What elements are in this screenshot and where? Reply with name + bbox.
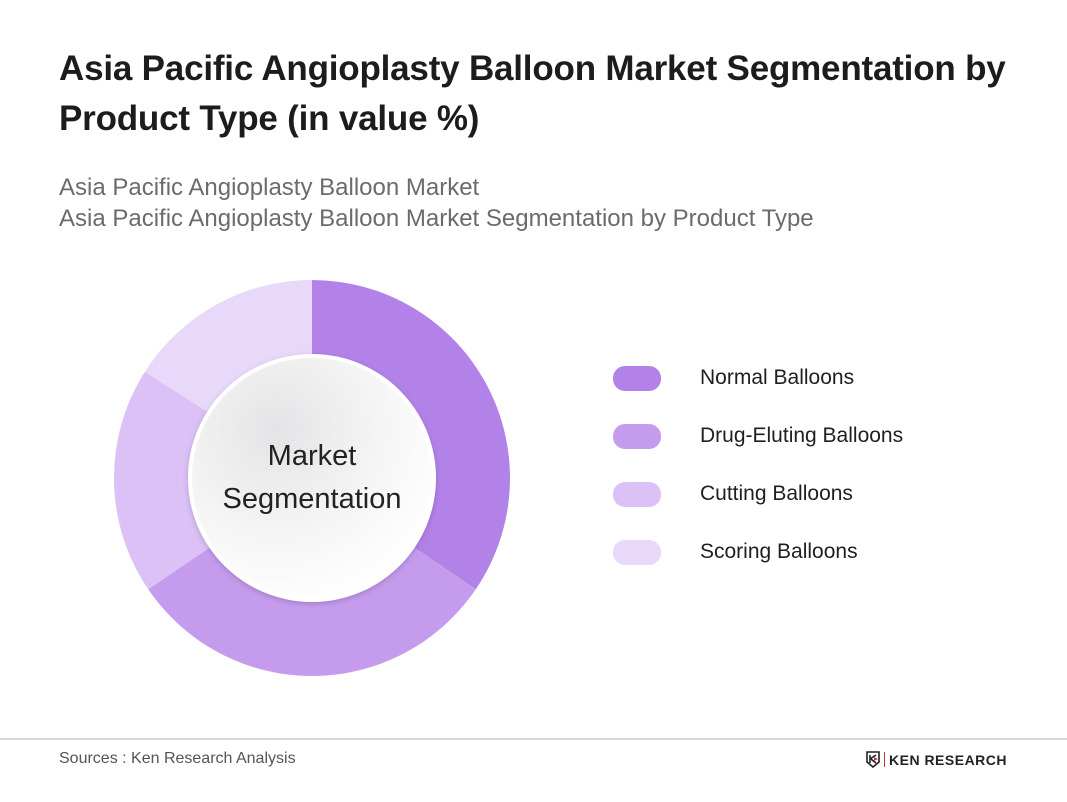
legend-swatch — [613, 423, 661, 449]
legend-swatch — [613, 365, 661, 391]
legend-item-scoring-balloons[interactable]: Scoring Balloons — [613, 523, 903, 581]
subtitle-line-1: Asia Pacific Angioplasty Balloon Market — [59, 174, 480, 201]
subtitle-line-2: Asia Pacific Angioplasty Balloon Market … — [59, 205, 814, 232]
ken-research-logo: KEN RESEARCH — [866, 751, 1007, 768]
legend-label: Normal Balloons — [700, 366, 855, 389]
center-disc — [192, 358, 432, 598]
chart-title: Asia Pacific Angioplasty Balloon Market … — [59, 49, 1006, 138]
legend-label: Drug-Eluting Balloons — [700, 424, 904, 447]
legend-label: Cutting Balloons — [700, 482, 853, 505]
donut-chart: Market Segmentation — [112, 278, 512, 678]
logo-text: KEN RESEARCH — [889, 751, 1008, 768]
chart-legend: Normal Balloons Drug-Eluting Balloons Cu… — [613, 349, 903, 581]
ken-research-shield-icon — [866, 751, 880, 768]
footer-divider — [0, 738, 1067, 740]
sources-note: Sources : Ken Research Analysis — [59, 750, 296, 767]
chart-subtitle: Asia Pacific Angioplasty Balloon Market … — [59, 172, 814, 234]
legend-item-drug-eluting-balloons[interactable]: Drug-Eluting Balloons — [613, 407, 903, 465]
donut-svg — [113, 280, 511, 676]
logo-separator — [884, 752, 885, 767]
legend-swatch — [613, 539, 661, 565]
legend-label: Scoring Balloons — [700, 540, 858, 563]
legend-swatch — [613, 481, 661, 507]
legend-item-normal-balloons[interactable]: Normal Balloons — [613, 349, 903, 407]
legend-item-cutting-balloons[interactable]: Cutting Balloons — [613, 465, 903, 523]
